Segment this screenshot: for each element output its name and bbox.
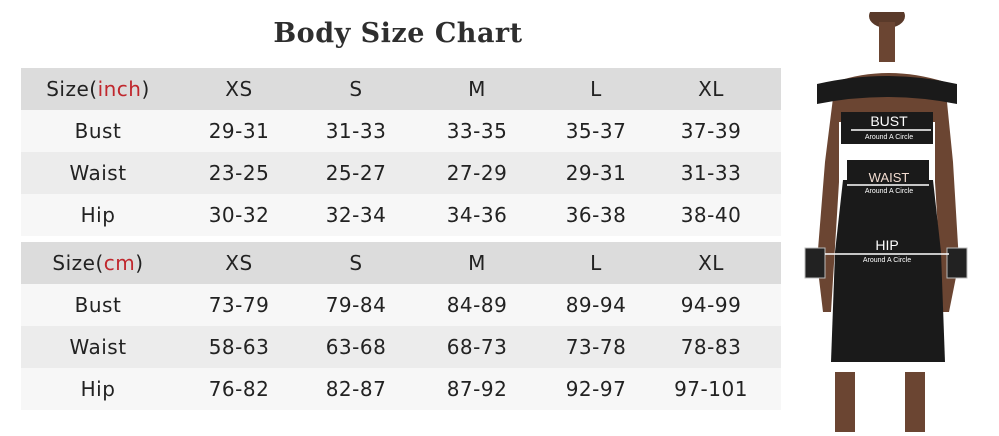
measurement-value: 30-32 <box>208 203 270 227</box>
measurement-value: 32-34 <box>325 203 387 227</box>
table-row: Bust 29-31 31-33 33-35 35-37 37-39 <box>21 110 781 152</box>
size-header: L <box>590 77 602 101</box>
measurement-value: 33-35 <box>446 119 508 143</box>
size-header: M <box>468 251 486 275</box>
size-unit-header: Size(cm) <box>52 251 143 275</box>
measurement-value: 37-39 <box>680 119 742 143</box>
model-figure: BUST Around A Circle WAIST Around A Circ… <box>804 12 968 432</box>
dress <box>817 76 957 362</box>
bracelet-left <box>804 247 826 279</box>
measurement-label: Waist <box>69 335 127 359</box>
measurement-value: 29-31 <box>208 119 270 143</box>
table-row: Waist 58-63 63-68 68-73 73-78 78-83 <box>21 326 781 368</box>
measurement-value: 34-36 <box>446 203 508 227</box>
waist-sub: Around A Circle <box>865 188 913 195</box>
chart-title: Body Size Chart <box>273 18 523 49</box>
measurement-value: 87-92 <box>446 377 508 401</box>
measurement-value: 63-68 <box>325 335 387 359</box>
measurement-value: 38-40 <box>680 203 742 227</box>
measurement-value: 36-38 <box>565 203 627 227</box>
measurement-value: 89-94 <box>565 293 627 317</box>
bust-sub: Around A Circle <box>865 134 913 141</box>
table-header-row: Size(cm) XS S M L XL <box>21 242 781 284</box>
table-row: Hip 76-82 82-87 87-92 92-97 97-101 <box>21 368 781 410</box>
measurement-label: Bust <box>74 119 122 143</box>
measurement-value: 29-31 <box>565 161 627 185</box>
size-header: S <box>349 251 363 275</box>
header-prefix: Size( <box>52 251 104 275</box>
measurement-value: 73-79 <box>208 293 270 317</box>
size-header: M <box>468 77 486 101</box>
unit-label: cm <box>103 251 136 275</box>
measurement-value: 79-84 <box>325 293 387 317</box>
hip-sub: Around A Circle <box>863 257 911 264</box>
measurement-label: Hip <box>80 377 116 401</box>
table-row: Hip 30-32 32-34 34-36 36-38 38-40 <box>21 194 781 236</box>
measurement-value: 73-78 <box>565 335 627 359</box>
hip-label: HIP <box>875 237 898 253</box>
measurement-value: 31-33 <box>325 119 387 143</box>
measurement-value: 25-27 <box>325 161 387 185</box>
measurement-value: 84-89 <box>446 293 508 317</box>
header-suffix: ) <box>141 77 150 101</box>
cm-table: Size(cm) XS S M L XL Bust 73-79 79-84 84-89 89-94 9… <box>21 242 781 410</box>
measurement-label: Bust <box>74 293 122 317</box>
measurement-label: Waist <box>69 161 127 185</box>
measurement-label: Hip <box>80 203 116 227</box>
header-suffix: ) <box>135 251 144 275</box>
measurement-value: 92-97 <box>565 377 627 401</box>
waist-label: WAIST <box>869 170 910 185</box>
measurement-value: 58-63 <box>208 335 270 359</box>
bust-label: BUST <box>870 113 908 129</box>
measurement-value: 68-73 <box>446 335 508 359</box>
measurement-value: 76-82 <box>208 377 270 401</box>
measurement-value: 82-87 <box>325 377 387 401</box>
size-unit-header: Size(inch) <box>46 77 150 101</box>
size-header: XL <box>698 77 724 101</box>
table-row: Waist 23-25 25-27 27-29 29-31 31-33 <box>21 152 781 194</box>
header-prefix: Size( <box>46 77 98 101</box>
unit-label: inch <box>97 77 142 101</box>
measurement-value: 78-83 <box>680 335 742 359</box>
size-header: XL <box>698 251 724 275</box>
table-header-row: Size(inch) XS S M L XL <box>21 68 781 110</box>
measurement-value: 94-99 <box>680 293 742 317</box>
bracelet-right <box>946 247 968 279</box>
size-header: L <box>590 251 602 275</box>
measurement-value: 31-33 <box>680 161 742 185</box>
size-header: XS <box>225 251 253 275</box>
measurement-value: 27-29 <box>446 161 508 185</box>
table-row: Bust 73-79 79-84 84-89 89-94 94-99 <box>21 284 781 326</box>
inch-table: Size(inch) XS S M L XL Bust 29-31 31-33 33-35 35-3… <box>21 68 781 236</box>
size-header: S <box>349 77 363 101</box>
measurement-value: 97-101 <box>674 377 748 401</box>
size-header: XS <box>225 77 253 101</box>
measurement-value: 23-25 <box>208 161 270 185</box>
measurement-value: 35-37 <box>565 119 627 143</box>
